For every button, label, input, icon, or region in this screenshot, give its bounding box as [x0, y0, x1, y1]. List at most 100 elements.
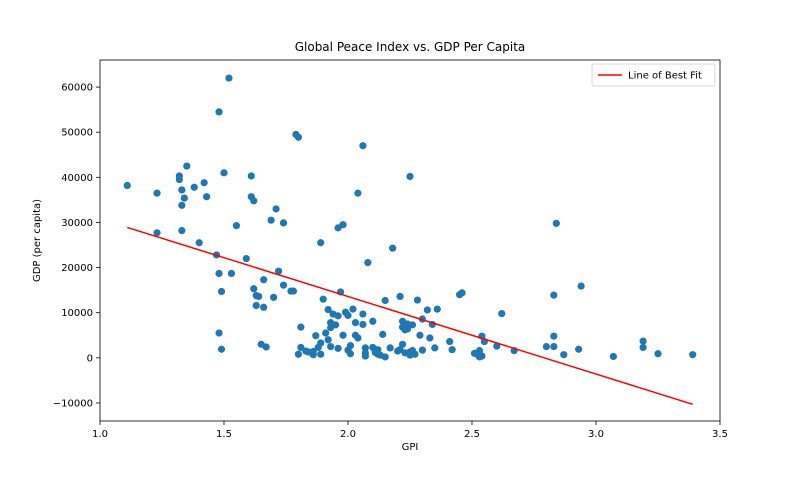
scatter-point	[225, 74, 233, 82]
scatter-point	[386, 344, 394, 352]
scatter-point	[550, 332, 558, 340]
scatter-point	[324, 305, 332, 314]
scatter-point	[227, 269, 236, 278]
scatter-point	[458, 289, 466, 297]
scatter-point	[279, 219, 288, 227]
scatter-point	[312, 332, 320, 340]
y-tick-label: 30000	[61, 218, 93, 229]
scatter-point	[389, 244, 397, 252]
x-tick-label: 3.5	[712, 429, 728, 440]
scatter-point	[339, 221, 347, 229]
x-tick-label: 2.5	[464, 429, 480, 440]
scatter-point	[361, 352, 369, 360]
scatter-point	[351, 319, 360, 327]
x-tick-label: 3.0	[588, 429, 604, 440]
scatter-point	[334, 312, 342, 320]
x-tick-label: 2.0	[340, 429, 356, 440]
scatter-point	[215, 108, 223, 116]
scatter-point	[406, 172, 414, 181]
scatter-point	[361, 344, 369, 352]
scatter-point	[379, 330, 387, 338]
scatter-point	[242, 254, 250, 263]
scatter-point	[575, 345, 583, 353]
scatter-point	[542, 342, 551, 351]
scatter-point	[324, 336, 332, 344]
scatter-point	[433, 305, 441, 313]
scatter-point	[334, 344, 342, 352]
scatter-point	[297, 343, 305, 352]
scatter-point	[322, 329, 330, 337]
scatter-point	[297, 323, 305, 331]
scatter-point	[396, 292, 404, 301]
scatter-point	[577, 282, 585, 290]
scatter-point	[270, 293, 278, 301]
scatter-point	[178, 201, 186, 209]
scatter-point	[423, 306, 431, 314]
scatter-point	[403, 325, 412, 333]
scatter-point	[346, 342, 355, 350]
scatter-point	[339, 331, 347, 339]
scatter-point	[252, 301, 260, 310]
scatter-point	[279, 281, 288, 289]
scatter-point	[203, 193, 211, 201]
scatter-point	[359, 320, 367, 329]
scatter-point	[180, 194, 188, 202]
scatter-point	[369, 317, 377, 325]
scatter-point	[344, 311, 352, 320]
scatter-point	[413, 296, 422, 304]
x-axis-label: GPI	[402, 442, 419, 453]
y-tick-label: 60000	[61, 83, 93, 94]
scatter-point	[349, 305, 357, 313]
scatter-point	[178, 226, 186, 235]
scatter-point	[317, 339, 325, 347]
scatter-point	[153, 229, 161, 237]
scatter-point	[398, 340, 407, 348]
chart-title: Global Peace Index vs. GDP Per Capita	[295, 40, 526, 54]
scatter-point	[552, 219, 560, 227]
scatter-point	[255, 292, 263, 301]
legend-label: Line of Best Fit	[628, 71, 702, 82]
scatter-point	[294, 350, 302, 358]
scatter-point	[689, 351, 697, 359]
scatter-point	[217, 345, 226, 353]
scatter-point	[250, 285, 258, 293]
scatter-point	[354, 189, 362, 197]
scatter-point	[247, 172, 255, 180]
y-tick-label: 50000	[61, 128, 93, 139]
scatter-point	[317, 239, 325, 247]
scatter-point	[359, 310, 367, 318]
scatter-point	[250, 197, 258, 205]
scatter-point	[260, 303, 268, 311]
legend-box	[591, 63, 716, 87]
scatter-point	[448, 346, 456, 354]
best-fit-line-layer	[127, 226, 693, 406]
scatter-point	[267, 216, 275, 224]
scatter-point	[478, 352, 486, 360]
scatter-point	[274, 267, 283, 275]
scatter-point	[232, 222, 240, 230]
scatter-point	[411, 350, 419, 358]
scatter-point	[153, 189, 161, 197]
scatter-point	[178, 186, 186, 194]
scatter-point	[190, 183, 198, 191]
scatter-point	[319, 295, 327, 303]
scatter-point	[317, 350, 325, 358]
scatter-point	[416, 331, 424, 339]
x-tick-label: 1.0	[92, 429, 108, 440]
y-tick-label: 0	[87, 353, 93, 364]
plot-frame	[99, 59, 721, 422]
scatter-point	[654, 350, 662, 358]
scatter-point	[260, 276, 268, 284]
y-tick-label: 10000	[61, 308, 93, 319]
scatter-point	[408, 321, 417, 329]
scatter-point	[364, 259, 372, 267]
scatter-point	[175, 172, 183, 180]
scatter-point	[446, 337, 454, 346]
best-fit-line	[127, 226, 693, 406]
scatter-point	[262, 343, 270, 351]
legend: Line of Best Fit	[591, 63, 716, 87]
y-tick-label: −10000	[53, 398, 93, 409]
scatter-point	[609, 352, 617, 361]
